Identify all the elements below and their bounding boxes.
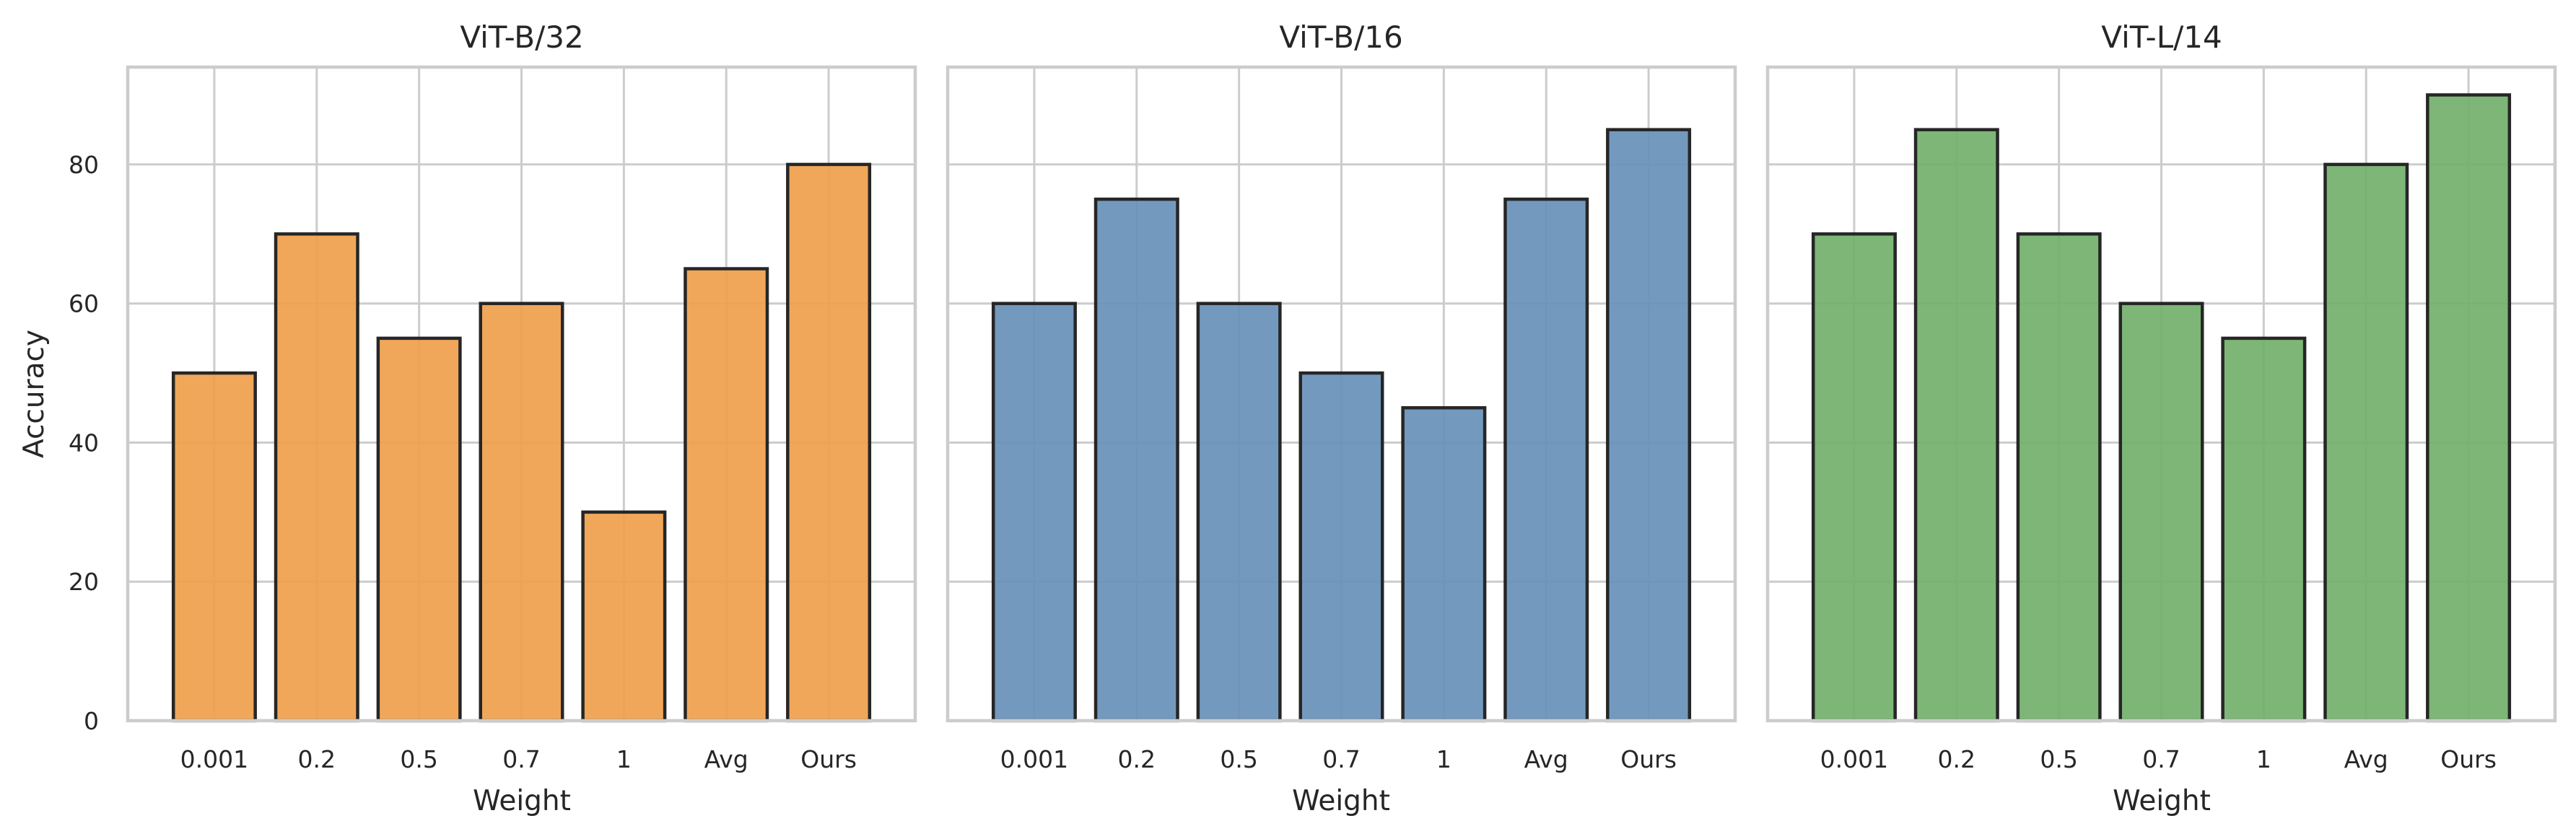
x-tick-label: 0.7	[2142, 745, 2180, 773]
bar-avg	[684, 267, 769, 723]
bar-0-001	[171, 371, 257, 723]
x-axis-label: Weight	[2113, 785, 2211, 817]
x-tick-label: 0.2	[298, 745, 336, 773]
panel-title: ViT-L/14	[2101, 19, 2222, 55]
x-tick-label: 0.7	[502, 745, 540, 773]
x-tick-label: 0.5	[400, 745, 437, 773]
bar-0-2	[1093, 197, 1179, 723]
panel-title: ViT-B/32	[460, 19, 583, 55]
x-tick-label: 0.5	[1220, 745, 1257, 773]
x-tick-label: Ours	[1620, 745, 1677, 773]
x-tick-label: 1	[616, 745, 632, 773]
bar-0-7	[479, 302, 564, 723]
bar-0-5	[2016, 232, 2102, 723]
y-tick-label: 40	[69, 429, 99, 457]
bar-0-5	[1196, 302, 1282, 723]
x-tick-label: 1	[2256, 745, 2271, 773]
bar-0-2	[1913, 128, 1999, 723]
panel-title: ViT-B/16	[1279, 19, 1402, 55]
bars	[1811, 93, 2512, 723]
bars	[991, 128, 1692, 723]
x-axis-label: Weight	[1292, 785, 1390, 817]
x-tick-label: Ours	[2440, 745, 2497, 773]
x-tick-label: 0.001	[1820, 745, 1888, 773]
x-tick-label: Avg	[704, 745, 748, 773]
bar-0-7	[2118, 302, 2204, 723]
x-tick-label: 0.001	[1000, 745, 1068, 773]
x-tick-label: 1	[1436, 745, 1451, 773]
panel-vit-l14: ViT-L/14 0.001 0.2 0.5 0.7 1 Avg Ours Weight	[1765, 19, 2557, 817]
panel-vit-b16: ViT-B/16 0.001 0.2 0.5 0.7 1 Avg Ours Weight	[946, 19, 1737, 817]
x-tick-labels: 0.001 0.2 0.5 0.7 1 Avg Ours	[1000, 745, 1677, 773]
x-tick-labels: 0.001 0.2 0.5 0.7 1 Avg Ours	[180, 745, 857, 773]
y-tick-label: 20	[69, 568, 99, 596]
y-tick-label: 60	[69, 290, 99, 318]
plot-frame	[126, 65, 917, 723]
x-tick-label: 0.7	[1322, 745, 1360, 773]
x-tick-label: Avg	[1524, 745, 1568, 773]
plot-frame	[946, 65, 1737, 723]
bar-1	[2221, 336, 2307, 723]
y-tick-labels: 0 20 40 60 80	[69, 151, 99, 735]
x-tick-labels: 0.001 0.2 0.5 0.7 1 Avg Ours	[1820, 745, 2497, 773]
plot-frame	[1765, 65, 2557, 723]
bar-ours	[1606, 128, 1692, 723]
bar-1	[581, 510, 667, 723]
y-tick-label: 80	[69, 151, 99, 179]
y-tick-label: 0	[84, 707, 99, 735]
x-tick-label: Avg	[2344, 745, 2388, 773]
x-tick-label: 0.5	[2040, 745, 2077, 773]
bar-avg	[1503, 197, 1589, 723]
bar-0-5	[376, 336, 462, 723]
bar-0-2	[274, 232, 359, 723]
bar-ours	[786, 162, 872, 723]
x-tick-label: Ours	[800, 745, 857, 773]
x-axis-label: Weight	[473, 785, 571, 817]
x-tick-label: 0.2	[1118, 745, 1156, 773]
x-tick-label: 0.001	[180, 745, 248, 773]
bar-1	[1401, 406, 1487, 723]
panel-vit-b32: ViT-B/32 0.001 0.2 0.5 0.7 1 Avg Ours 0 20 40 60 8…	[18, 19, 917, 817]
bar-avg	[2323, 162, 2409, 723]
bar-0-001	[991, 302, 1077, 723]
bars	[171, 162, 872, 723]
bar-0-7	[1298, 371, 1384, 723]
y-axis-label: Accuracy	[18, 330, 51, 458]
bar-0-001	[1811, 232, 1897, 723]
bar-ours	[2426, 93, 2512, 723]
x-tick-label: 0.2	[1938, 745, 1975, 773]
